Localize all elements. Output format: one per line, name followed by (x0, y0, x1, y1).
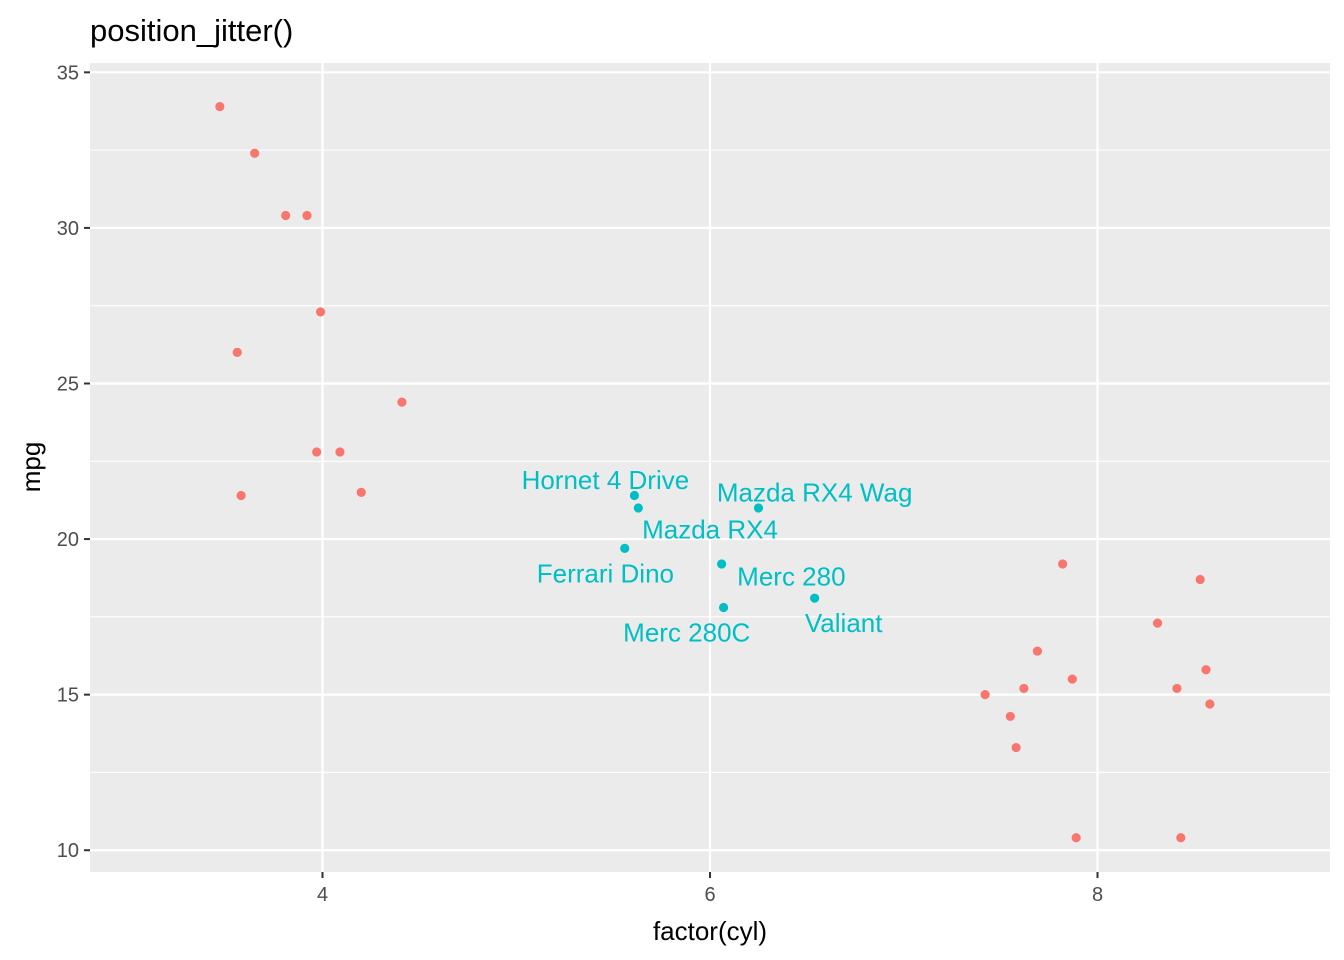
y-tick-label: 25 (57, 373, 79, 395)
data-point (335, 447, 345, 457)
y-tick-label: 30 (57, 218, 79, 240)
data-point (1152, 618, 1163, 628)
data-point (1019, 683, 1029, 694)
data-point (980, 690, 990, 700)
data-point (1011, 742, 1021, 753)
y-tick-label: 20 (57, 529, 79, 551)
data-point (810, 593, 820, 603)
data-point (1067, 674, 1077, 684)
data-point (312, 447, 322, 457)
x-tick-label: 8 (1092, 884, 1103, 906)
data-point (356, 487, 366, 497)
data-point (1058, 559, 1068, 569)
data-point (1172, 683, 1182, 694)
point-label: Mazda RX4 Wag (717, 477, 913, 507)
data-point (1071, 833, 1081, 843)
axes: 10 15 20 25 30 35 4 6 8 (57, 62, 1103, 906)
data-point (281, 210, 291, 221)
major-gridlines (90, 63, 1330, 872)
x-tick-label: 6 (704, 884, 715, 906)
y-tick-label: 15 (57, 685, 79, 707)
data-point (315, 307, 326, 317)
point-label: Mazda RX4 (642, 515, 778, 545)
point-label: Hornet 4 Drive (522, 465, 690, 495)
data-point (718, 602, 729, 613)
data-point (620, 543, 630, 554)
data-point (717, 559, 727, 569)
point-labels: Hornet 4 Drive Mazda RX4 Mazda RX4 Wag Ferr… (522, 465, 913, 647)
data-point (250, 148, 260, 158)
point-label: Merc 280C (623, 617, 750, 647)
point-label: Ferrari Dino (537, 558, 674, 588)
data-point (1005, 711, 1015, 722)
data-point (753, 503, 764, 513)
data-point (215, 101, 225, 112)
x-tick-label: 4 (317, 884, 328, 906)
data-point (633, 503, 643, 513)
y-tick-label: 10 (57, 840, 79, 862)
chart-title: position_jitter() (90, 13, 293, 48)
data-point (232, 347, 242, 357)
data-point (1195, 574, 1205, 585)
data-point (236, 490, 246, 501)
point-label: Valiant (805, 608, 883, 638)
data-point (1032, 646, 1043, 656)
data-point (1176, 833, 1186, 843)
x-axis-title: factor(cyl) (653, 916, 767, 946)
point-label: Merc 280 (737, 561, 845, 591)
data-point (629, 490, 640, 501)
y-axis-title: mpg (16, 442, 46, 493)
data-point (397, 397, 407, 407)
data-points (215, 101, 1215, 843)
data-point (1205, 699, 1215, 709)
data-point (1201, 665, 1211, 675)
data-point (302, 210, 312, 221)
y-tick-label: 35 (57, 62, 79, 84)
